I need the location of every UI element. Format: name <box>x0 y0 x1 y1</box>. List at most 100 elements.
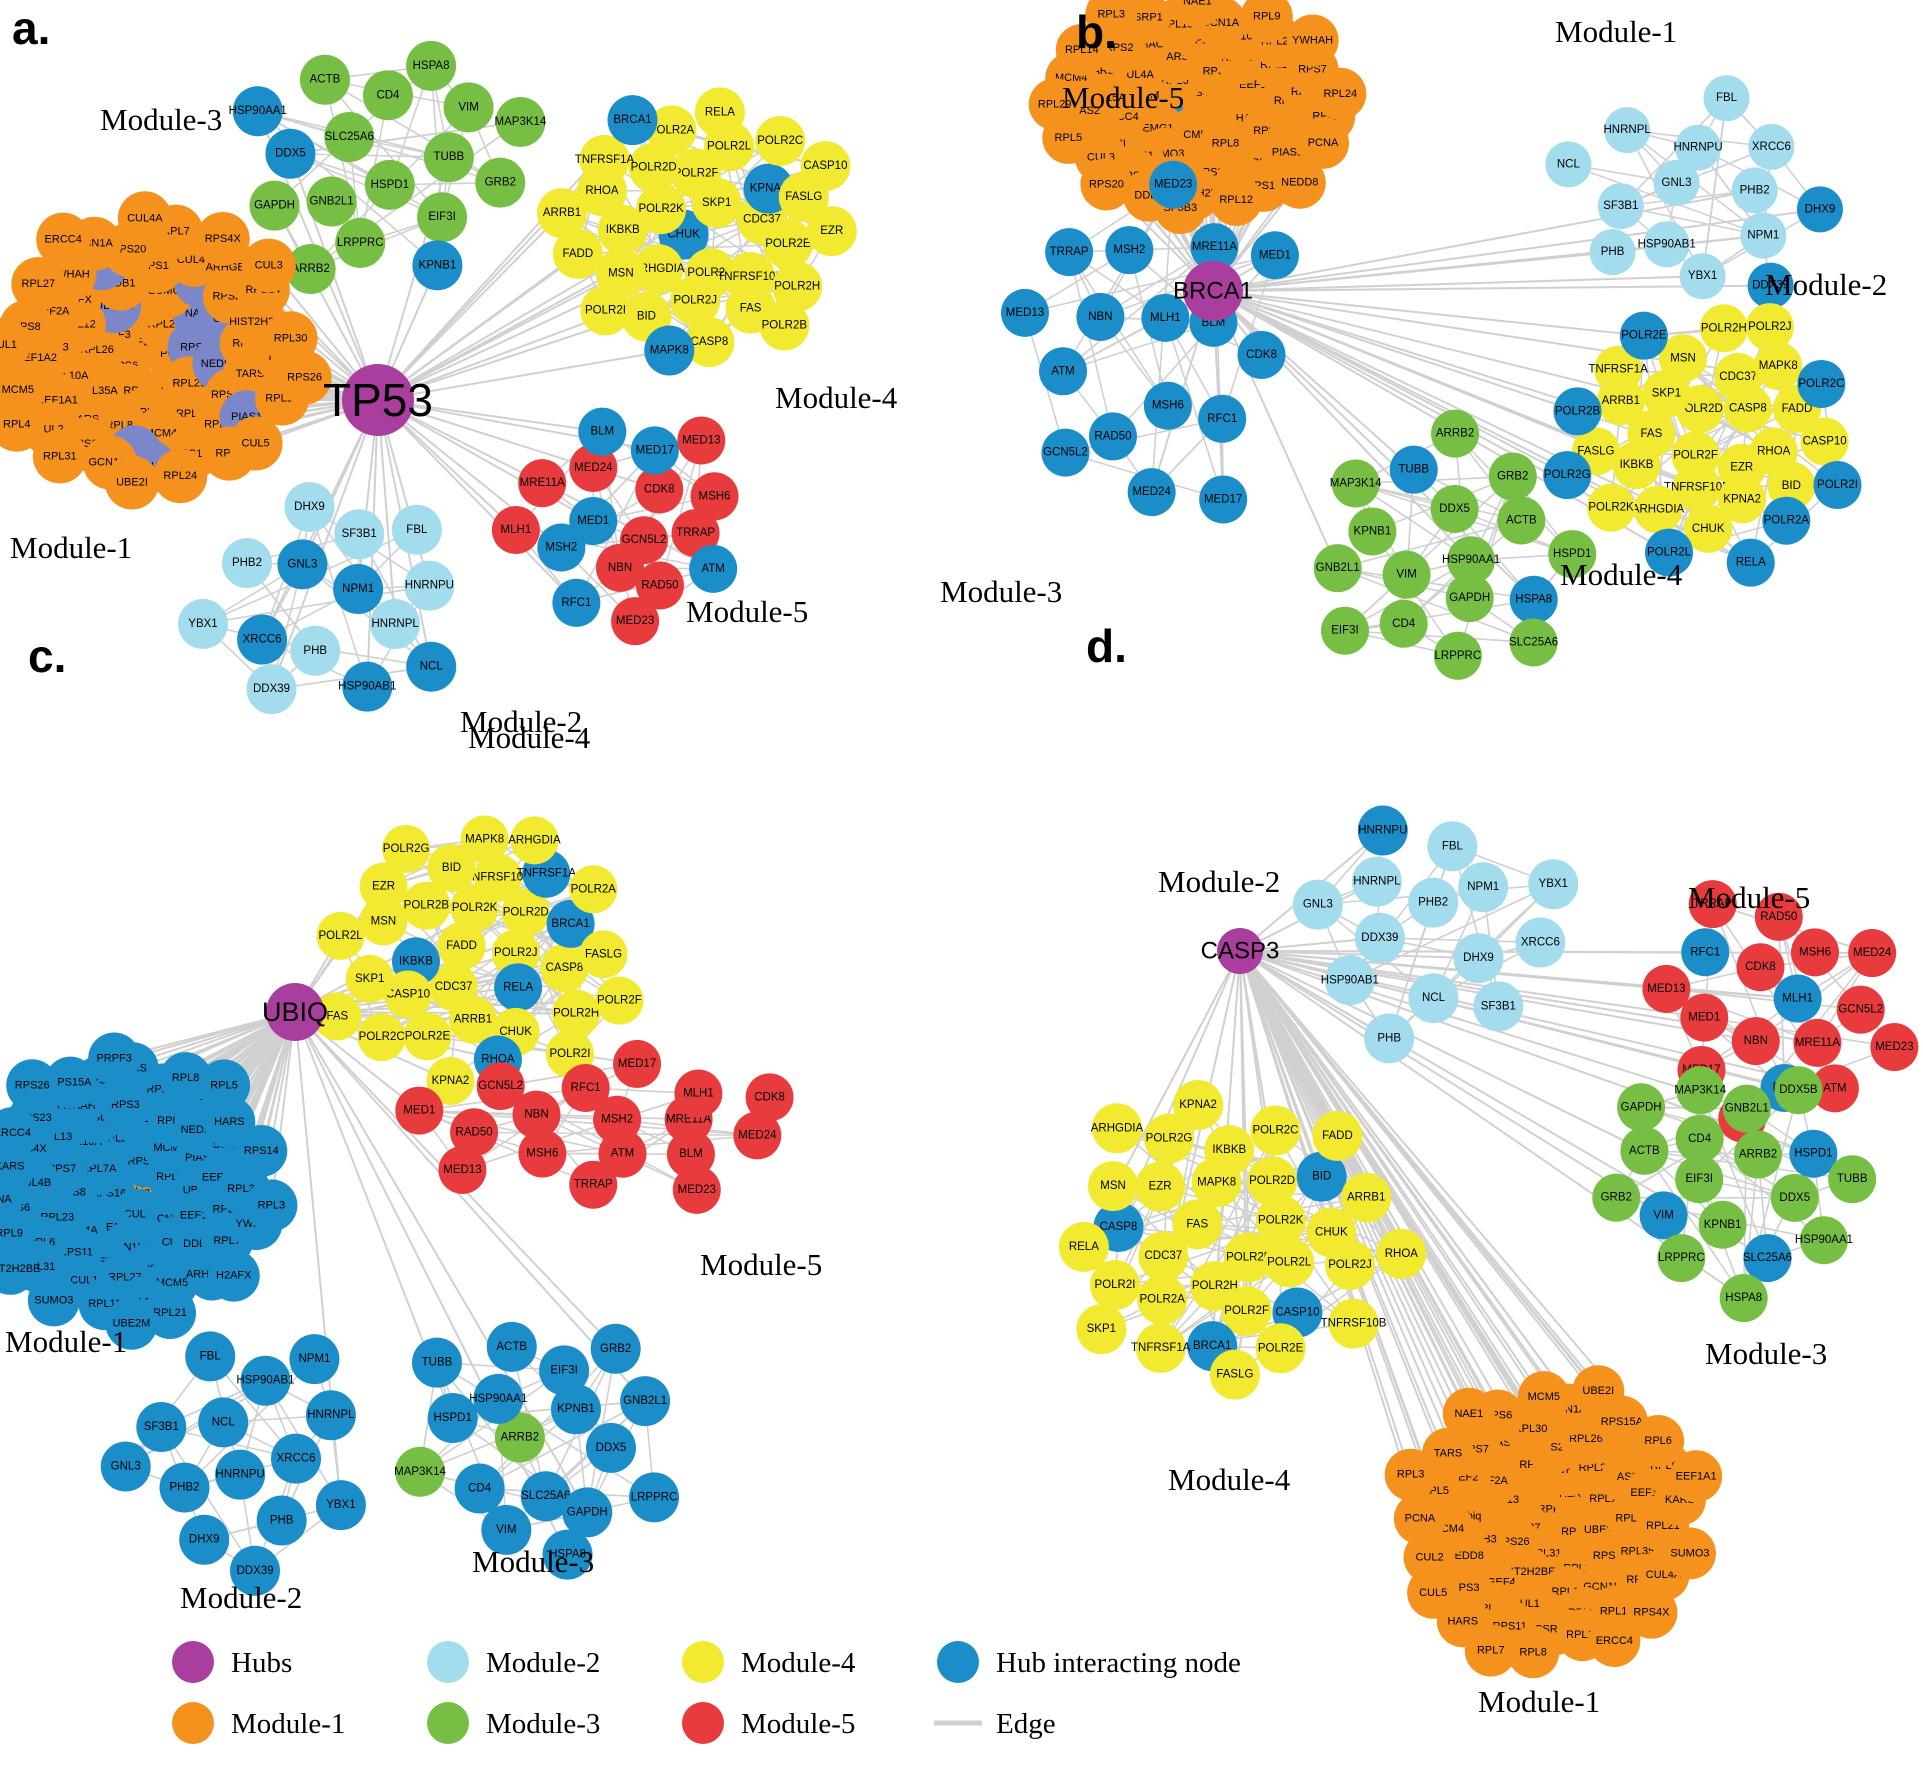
node-label-rpl26: RPL26 <box>1569 1433 1603 1445</box>
node-hsp90ab1 <box>240 1355 291 1406</box>
node-label-phb: PHB <box>1601 246 1625 258</box>
node-label-rps26: RPS26 <box>15 1079 50 1091</box>
node-label-polr2g: POLR2G <box>1544 469 1591 481</box>
node-arrb2 <box>1431 409 1480 458</box>
node-polr2k <box>1255 1195 1306 1246</box>
node-mlh1 <box>491 506 540 555</box>
node-fas <box>313 992 362 1041</box>
node-label-polr2c: POLR2C <box>1798 378 1844 390</box>
node-label-rpl21: RPL21 <box>153 1307 187 1319</box>
node-cdc37 <box>1714 353 1763 402</box>
node-label-polr2f: POLR2F <box>597 995 642 1007</box>
node-arhgdia <box>1634 485 1683 534</box>
node-eif3i <box>1675 1155 1724 1204</box>
node-label-ncl: NCL <box>212 1416 236 1428</box>
node-label-polr2l: POLR2L <box>1267 1256 1312 1268</box>
node-polr2c <box>1797 359 1846 408</box>
legend-label-module-4: Module-4 <box>741 1647 856 1679</box>
node-label-polr2e: POLR2E <box>1621 330 1667 342</box>
node-label-mlh1: MLH1 <box>1782 993 1813 1005</box>
node-ddx5b <box>1774 1066 1823 1115</box>
node-hsp90ab1 <box>1324 955 1375 1006</box>
node-label-faslg: FASLG <box>1216 1369 1253 1381</box>
node-label-casp10: CASP10 <box>1803 435 1847 447</box>
node-polr2c <box>1250 1105 1301 1156</box>
node-msh2 <box>537 523 586 572</box>
node-cdk8 <box>635 465 684 514</box>
node-tubb <box>1828 1155 1877 1204</box>
node-label-rps4x: RPS4X <box>205 233 242 245</box>
node-casp8 <box>540 943 589 992</box>
node-mre11a <box>518 459 567 508</box>
node-label-slc25a6: SLC25A6 <box>1743 1252 1792 1264</box>
node-label-map3k14: MAP3K14 <box>1674 1084 1726 1096</box>
node-label-rad50: RAD50 <box>641 580 678 592</box>
node-label-phb2: PHB2 <box>1740 184 1770 196</box>
node-gnl3 <box>1292 879 1343 930</box>
node-msh2 <box>1105 226 1154 275</box>
node-ddx5 <box>586 1422 637 1473</box>
node-label-brca1: BRCA1 <box>551 918 589 930</box>
node-hist2h2be <box>0 1242 37 1295</box>
node-label-polr2f: POLR2F <box>674 167 719 179</box>
node-label-med13: MED13 <box>1647 983 1685 995</box>
node-label-rps20: RPS20 <box>1089 178 1124 190</box>
node-rpl29 <box>1028 78 1081 131</box>
node-fadd <box>552 228 603 279</box>
node-label-nbn: NBN <box>1744 1035 1768 1047</box>
node-label-rpl29: RPL29 <box>1038 98 1072 110</box>
node-label-hsp90ab1: HSP90AB1 <box>1321 974 1379 986</box>
node-xrcc6 <box>1515 917 1566 968</box>
legend-swatch-module-5 <box>682 1702 724 1744</box>
node-label-polr2l: POLR2L <box>319 930 364 942</box>
node-cd4 <box>454 1463 505 1514</box>
node-cul1 <box>0 317 30 372</box>
legend-label-module-5: Module-5 <box>741 1708 855 1740</box>
node-label-actb: ACTB <box>310 74 341 86</box>
legend-swatch-module-3 <box>427 1702 469 1744</box>
node-label-trrap: TRRAP <box>676 527 715 539</box>
node-ezr <box>1135 1161 1186 1212</box>
node-atm <box>689 544 738 593</box>
node-label-rfc1: RFC1 <box>561 597 591 609</box>
node-label-cd4: CD4 <box>376 89 400 101</box>
edge <box>1337 567 1534 644</box>
node-label-rad50: RAD50 <box>1094 430 1131 442</box>
node-label-hnrnpl: HNRNPL <box>1604 124 1652 136</box>
node-faslg <box>579 930 628 979</box>
node-label-phb: PHB <box>1377 1032 1401 1044</box>
node-ybx1 <box>1679 253 1726 300</box>
node-label-polr2b: POLR2B <box>1555 405 1601 417</box>
node-label-ddx5: DDX5 <box>596 1442 627 1454</box>
node-rpl3 <box>1384 1448 1437 1501</box>
hub-edge <box>377 399 397 625</box>
node-label-polr2h: POLR2H <box>1192 1280 1238 1292</box>
node-label-nae1: NAE1 <box>1454 1408 1483 1420</box>
node-label-ncl: NCL <box>1557 158 1581 170</box>
node-label-arrb2: ARRB2 <box>1436 428 1474 440</box>
node-cul4a <box>117 191 172 246</box>
node-label-sumo3: SUMO3 <box>1670 1547 1709 1559</box>
node-eif3i <box>539 1345 590 1396</box>
node-polr2e <box>1255 1323 1306 1374</box>
node-hnrnpu <box>215 1449 266 1500</box>
node-label-rpl24: RPL24 <box>163 470 197 482</box>
panel-b-nodes: GCN1L1RPS4EEF2H2AFXCUL5MCM5RPL6HARSEMG1R… <box>940 0 1887 680</box>
panel-c-nodes: FADD POLR2J CDC37 POLR2K RELA IKBKB POLR2D ARRB… <box>0 630 822 1615</box>
node-polr2h <box>772 261 823 312</box>
node-label-slc25a6: SLC25A6 <box>325 131 374 143</box>
node-label-casp8: CASP8 <box>691 336 729 348</box>
node-label-rpl9: RPL9 <box>0 1228 23 1240</box>
node-label-slc25a6: SLC25A6 <box>521 1490 570 1502</box>
node-label-sf3b1: SF3B1 <box>1481 1000 1516 1012</box>
node-label-ybx1: YBX1 <box>326 1499 355 1511</box>
node-ybx1 <box>1528 859 1579 910</box>
node-label-atm: ATM <box>1051 365 1074 377</box>
node-label-ddx39: DDX39 <box>236 1565 273 1577</box>
node-label-mre11a: MRE11A <box>520 477 565 489</box>
node-label-fas: FAS <box>326 1010 348 1022</box>
edge <box>1068 251 1114 437</box>
node-label-polr2k: POLR2K <box>452 902 498 914</box>
node-label-polr2h: POLR2H <box>1701 322 1747 334</box>
node-label-tnfrsf10b: TNFRSF10B <box>465 872 531 884</box>
